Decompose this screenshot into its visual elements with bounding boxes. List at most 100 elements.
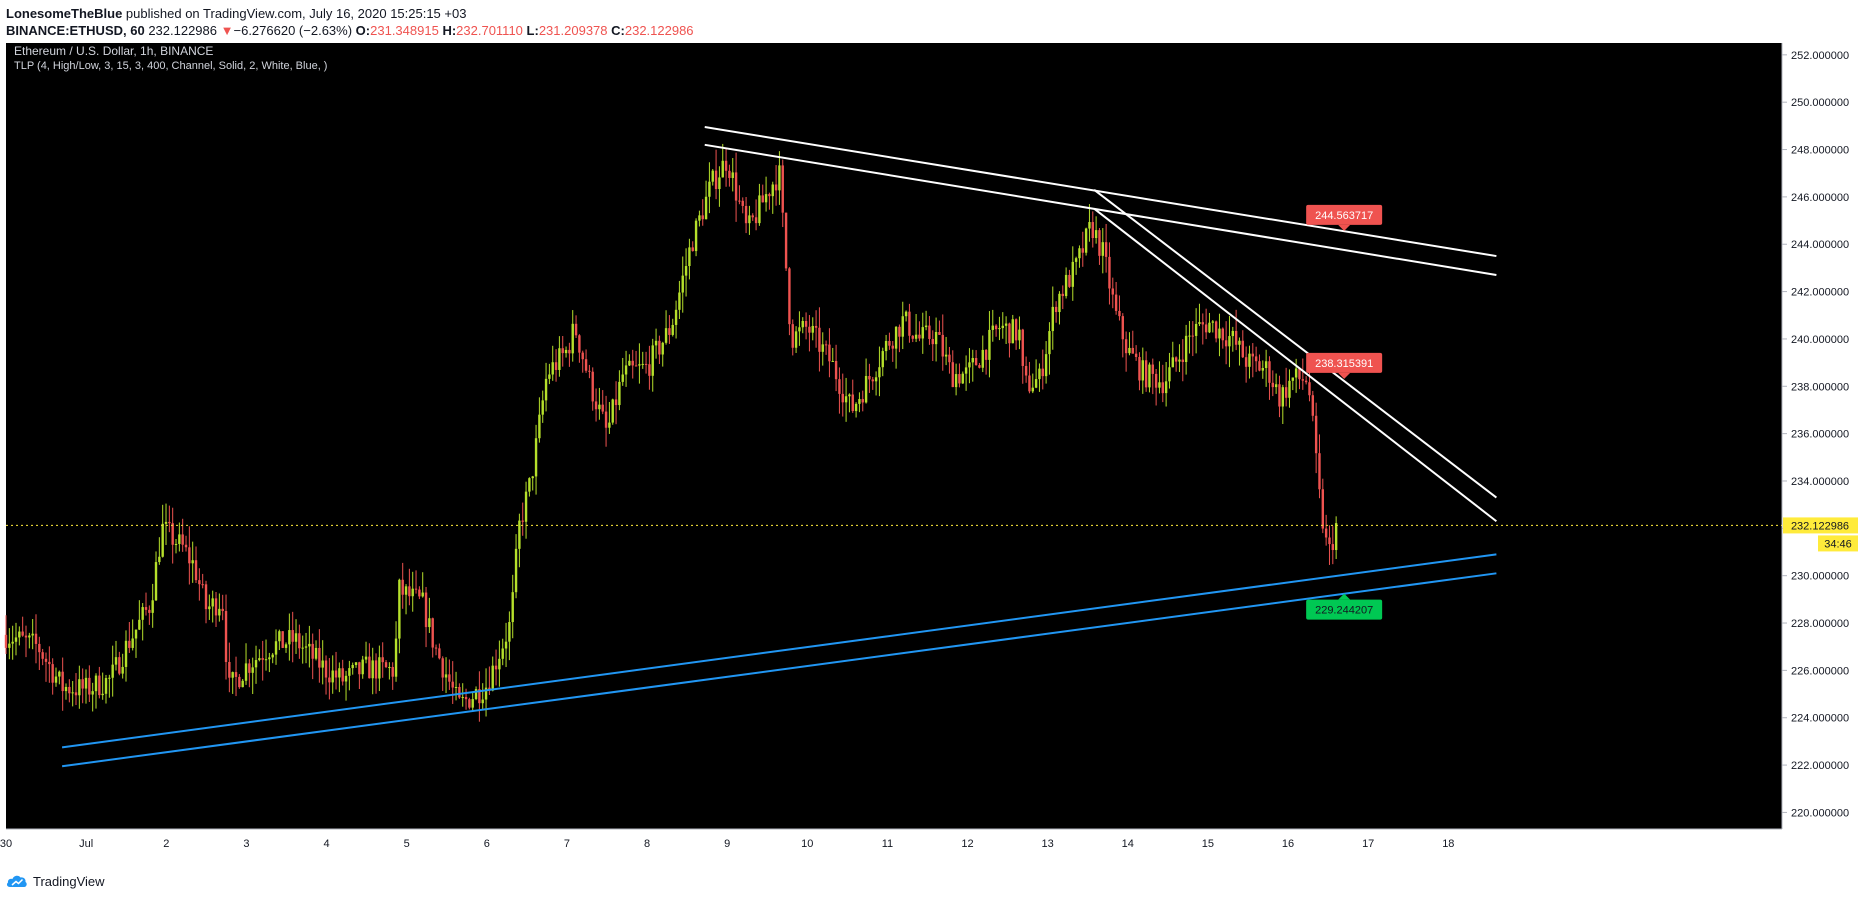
candle-body: [668, 328, 671, 335]
footer-brand[interactable]: TradingView: [33, 873, 105, 889]
candle-body: [304, 646, 308, 648]
candle-body: [21, 631, 24, 636]
candle-body: [1161, 382, 1164, 394]
price-axis[interactable]: [1782, 43, 1866, 829]
candle-body: [81, 679, 84, 689]
candle-body: [1274, 384, 1278, 388]
plot-background[interactable]: [6, 43, 1782, 829]
candle-body: [441, 658, 444, 678]
candle-body: [944, 354, 948, 357]
candle-body: [601, 404, 604, 412]
candle-body: [731, 172, 734, 178]
candle-body: [751, 215, 754, 218]
candle-body: [1264, 361, 1268, 369]
x-tick-label: 5: [404, 838, 410, 850]
candle-body: [1248, 353, 1251, 367]
candle-body: [828, 344, 831, 362]
candle-body: [728, 170, 731, 178]
candle-body: [71, 692, 74, 694]
candle-body: [878, 367, 881, 378]
candle-body: [141, 607, 144, 620]
candle-body: [431, 618, 434, 648]
author-name[interactable]: LonesomeTheBlue: [6, 6, 123, 21]
candle-body: [764, 194, 768, 203]
candle-body: [354, 662, 358, 666]
y-tick-label: 240.000000: [1791, 334, 1849, 346]
price-label-text: 244.563717: [1315, 210, 1373, 222]
candle-body: [1024, 365, 1028, 376]
candle-body: [1331, 544, 1335, 551]
candle-body: [614, 399, 618, 406]
candle-body: [1031, 387, 1034, 392]
candle-body: [481, 699, 484, 704]
candle-body: [328, 677, 331, 683]
candle-body: [578, 335, 581, 353]
candle-body: [1111, 288, 1114, 295]
candle-body: [1131, 347, 1134, 354]
chart-area[interactable]: 220.000000 222.000000 224.000000 226.000000…: [0, 43, 1866, 862]
candle-body: [838, 379, 841, 394]
candle-body: [844, 396, 848, 403]
candle-body: [971, 358, 974, 363]
candle-body: [74, 692, 78, 696]
indicator-legend[interactable]: TLP (4, High/Low, 3, 15, 3, 400, Channel…: [14, 60, 327, 72]
candle-body: [628, 360, 631, 366]
candle-body: [994, 325, 998, 330]
candle-body: [138, 619, 141, 630]
candle-body: [934, 332, 938, 345]
candle-body: [1241, 340, 1244, 358]
high-label: H:: [442, 23, 457, 38]
candle-body: [1128, 347, 1131, 354]
x-tick-label: 15: [1202, 838, 1214, 850]
candle-body: [941, 334, 944, 357]
x-tick-label: 9: [724, 838, 730, 850]
candle-body: [771, 184, 774, 197]
y-tick-label: 246.000000: [1791, 192, 1849, 204]
candle-body: [954, 374, 958, 388]
candle-body: [618, 381, 621, 406]
candle-body: [1328, 537, 1331, 545]
candle-body: [888, 340, 891, 346]
candle-body: [1118, 310, 1121, 317]
publish-line: LonesomeTheBlue published on TradingView…: [6, 6, 466, 21]
candle-body: [201, 584, 204, 586]
candle-body: [1168, 367, 1171, 382]
candle-body: [101, 693, 104, 696]
candle-body: [158, 556, 161, 563]
candle-body: [384, 662, 388, 668]
y-tick-label: 248.000000: [1791, 145, 1849, 157]
candle-body: [204, 584, 208, 610]
time-axis[interactable]: [6, 829, 1782, 862]
x-tick-label: 11: [882, 838, 893, 850]
x-tick-label: 2: [163, 838, 169, 850]
candle-body: [644, 363, 648, 365]
candle-body: [4, 634, 8, 648]
candle-body: [1011, 319, 1014, 344]
candle-body: [171, 523, 174, 545]
candle-body: [1141, 360, 1144, 381]
candle-body: [198, 580, 201, 585]
candle-body: [891, 345, 894, 349]
candle-body: [871, 379, 874, 382]
candle-body: [818, 327, 821, 352]
candle-body: [788, 268, 791, 325]
price-chart[interactable]: 220.000000 222.000000 224.000000 226.000000…: [0, 43, 1866, 862]
candle-body: [41, 652, 44, 659]
candle-body: [1051, 306, 1054, 332]
candle-body: [231, 672, 234, 678]
candle-body: [344, 675, 348, 682]
candle-body: [691, 247, 694, 252]
candle-body: [371, 660, 374, 679]
candle-body: [798, 327, 801, 332]
candle-body: [548, 374, 551, 379]
candle-body: [24, 635, 28, 638]
low-value: 231.209378: [538, 23, 608, 38]
candle-body: [471, 699, 474, 708]
steep-line-top: [1093, 188, 1498, 499]
candle-body: [1148, 364, 1151, 388]
y-tick-label: 238.000000: [1791, 381, 1849, 393]
candle-body: [741, 200, 744, 206]
y-tick-label: 234.000000: [1791, 476, 1849, 488]
candle-body: [514, 548, 518, 593]
candle-body: [521, 520, 524, 522]
